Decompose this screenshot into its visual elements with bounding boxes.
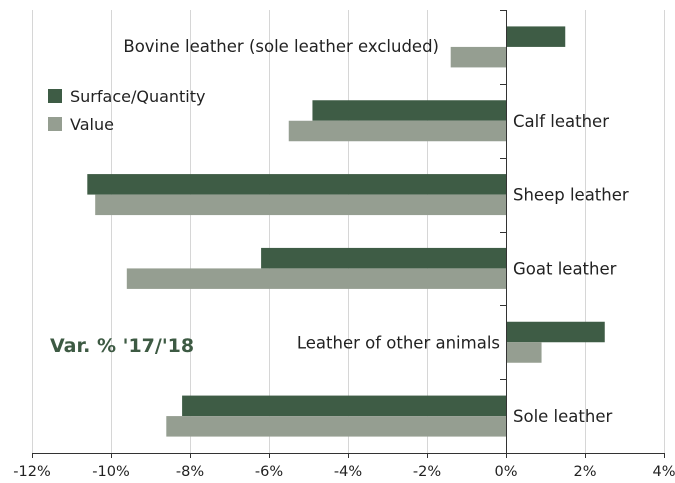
bar-surface-quantity [312,100,506,121]
x-tick-label: -8% [176,464,204,480]
category-label: Sole leather [513,407,612,426]
grid-lines [32,10,665,453]
category-label: Leather of other animals [297,333,500,352]
category-label: Calf leather [513,112,609,131]
bar-surface-quantity [261,247,506,269]
legend-swatch-surface-quantity [48,89,62,103]
bars [87,26,605,437]
x-tick-label: -2% [413,464,441,480]
bar-surface-quantity [506,321,605,343]
chart-annotation: Var. % '17/'18 [50,335,194,357]
bar-value [288,120,506,142]
x-tick-label: -6% [255,464,283,480]
x-tick-label: 0% [494,464,517,480]
bar-value [506,342,542,363]
x-tick-label: 4% [652,464,675,480]
category-label: Bovine leather (sole leather excluded) [123,37,439,56]
x-tick-label: 2% [573,464,596,480]
bar-value [166,416,507,437]
bar-surface-quantity [182,395,506,417]
category-label: Goat leather [513,259,617,278]
x-tick-label: -10% [92,464,129,480]
axes [32,10,665,458]
x-tick-label: -12% [13,464,50,480]
category-label: Sheep leather [513,186,629,205]
x-tick-labels: -12% -10% -8% -6% -4% -2% 0% 2% 4% [13,464,675,480]
bar-surface-quantity [87,174,507,195]
legend-label-surface-quantity: Surface/Quantity [70,87,205,106]
x-tick-label: -4% [334,464,362,480]
bar-surface-quantity [506,26,566,47]
bar-value [450,46,506,68]
legend: Surface/Quantity Value [48,87,205,134]
bar-value [126,268,507,289]
category-labels: Bovine leather (sole leather excluded) Ca… [123,37,629,426]
bar-value [95,194,506,216]
legend-swatch-value [48,117,62,131]
legend-label-value: Value [70,115,114,134]
